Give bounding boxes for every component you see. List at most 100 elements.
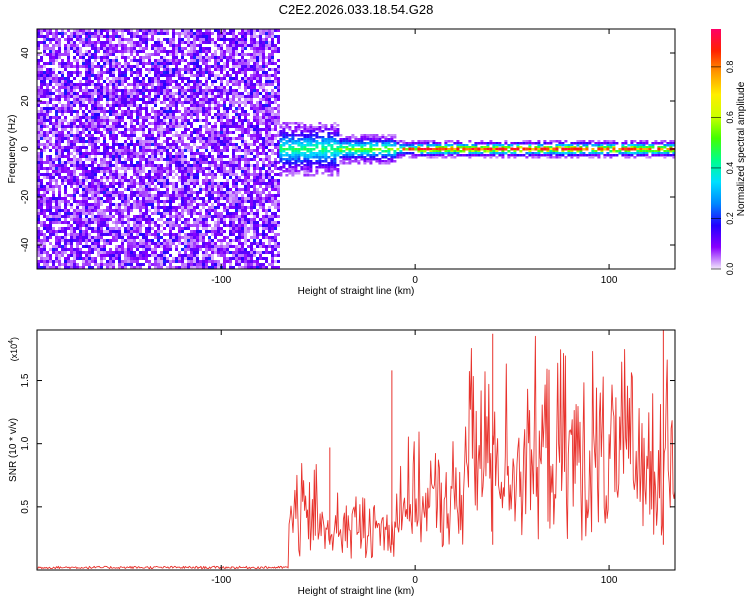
spectrogram-cell: [118, 254, 121, 257]
spectrogram-cell: [40, 173, 43, 176]
spectrogram-cell: [184, 236, 187, 239]
spectrogram-cell: [73, 110, 76, 113]
spectrogram-cell: [64, 203, 67, 206]
spectrogram-cell: [109, 53, 112, 56]
spectrogram-cell: [262, 53, 265, 56]
spectrogram-cell: [136, 260, 139, 263]
spectrogram-cell: [118, 245, 121, 248]
spectrogram-cell: [247, 131, 250, 134]
spectrogram-cell: [241, 245, 244, 248]
spectrogram-cell: [130, 152, 133, 155]
spectrogram-cell: [226, 194, 229, 197]
spectrogram-cell: [235, 230, 238, 233]
spectrogram-cell: [154, 185, 157, 188]
spectrogram-cell: [262, 215, 265, 218]
spectrogram-cell: [130, 122, 133, 125]
spectrogram-cell: [100, 95, 103, 98]
spectrogram-cell: [76, 254, 79, 257]
spectrogram-cell: [124, 44, 127, 47]
spectrogram-cell: [70, 35, 73, 38]
spectrogram-cell: [253, 182, 256, 185]
spectrogram-cell: [235, 188, 238, 191]
spectrogram-cell: [262, 206, 265, 209]
spectrogram-cell: [58, 209, 61, 212]
spectrogram-cell: [262, 50, 265, 53]
spectrogram-cell: [154, 137, 157, 140]
spectrogram-cell: [199, 221, 202, 224]
spectrogram-cell: [124, 77, 127, 80]
spectrogram-cell: [172, 125, 175, 128]
spectrogram-cell: [172, 29, 175, 32]
spectrogram-cell: [226, 212, 229, 215]
spectrogram-cell: [196, 89, 199, 92]
spectrogram-cell: [55, 107, 58, 110]
spectrogram-cell: [265, 266, 268, 269]
spectrogram-cell: [103, 86, 106, 89]
spectrogram-cell: [70, 95, 73, 98]
spectrogram-cell: [181, 209, 184, 212]
spectrogram-cell: [103, 224, 106, 227]
spectrogram-cell: [127, 146, 130, 149]
spectrogram-cell: [199, 125, 202, 128]
spectrogram-cell: [112, 266, 115, 269]
spectrogram-cell: [250, 77, 253, 80]
spectrogram-cell: [133, 236, 136, 239]
spectrogram-cell: [166, 86, 169, 89]
spectrogram-cell: [199, 170, 202, 173]
spectrogram-cell: [124, 227, 127, 230]
spectrogram-cell: [199, 260, 202, 263]
spectrogram-cell: [229, 47, 232, 50]
spectrogram-cell: [100, 221, 103, 224]
spectrogram-cell: [211, 191, 214, 194]
spectrogram-cell: [247, 239, 250, 242]
spectrogram-cell: [43, 248, 46, 251]
spectrogram-cell: [112, 209, 115, 212]
spectrogram-cell: [145, 242, 148, 245]
spectrogram-cell: [178, 32, 181, 35]
spectrogram-cell: [241, 158, 244, 161]
spectrogram-cell: [193, 224, 196, 227]
spectrogram-cell: [130, 179, 133, 182]
spectrogram-cell: [88, 209, 91, 212]
spectrogram-cell: [139, 107, 142, 110]
spectrogram-cell: [103, 59, 106, 62]
spectrogram-cell: [142, 32, 145, 35]
spectrogram-cell: [187, 137, 190, 140]
spectrogram-cell: [220, 188, 223, 191]
spectrogram-cell: [157, 53, 160, 56]
spectrogram-cell: [271, 236, 274, 239]
spectrogram-cell: [226, 224, 229, 227]
spectrogram-cell: [259, 101, 262, 104]
spectrogram-cell: [199, 152, 202, 155]
spectrogram-cell: [76, 95, 79, 98]
spectrogram-cell: [148, 263, 151, 266]
spectrogram-cell: [256, 167, 259, 170]
spectrogram-cell: [76, 125, 79, 128]
spectrogram-cell: [193, 248, 196, 251]
spectrogram-cell: [70, 230, 73, 233]
spectrogram-cell: [220, 65, 223, 68]
spectrogram-cell: [64, 137, 67, 140]
spectrogram-cell: [109, 170, 112, 173]
spectrogram-cell: [262, 191, 265, 194]
spectrogram-cell: [202, 200, 205, 203]
spectrogram-cell: [85, 167, 88, 170]
spectrogram-cell: [97, 215, 100, 218]
spectrogram-cell: [199, 74, 202, 77]
spectrogram-cell: [208, 89, 211, 92]
spectrogram-cell: [256, 89, 259, 92]
spectrogram-cell: [121, 242, 124, 245]
spectrogram-cell: [268, 83, 271, 86]
spectrogram-cell: [247, 257, 250, 260]
spectrogram-cell: [184, 116, 187, 119]
spectrogram-cell: [154, 65, 157, 68]
spectrogram-cell: [238, 158, 241, 161]
spectrogram-cell: [166, 251, 169, 254]
spectrogram-cell: [100, 122, 103, 125]
spectrogram-cell: [169, 53, 172, 56]
spectrogram-cell: [145, 29, 148, 32]
spectrogram-cell: [145, 44, 148, 47]
spectrogram-cell: [202, 221, 205, 224]
spectrogram-cell: [190, 62, 193, 65]
spectrogram-cell: [181, 80, 184, 83]
